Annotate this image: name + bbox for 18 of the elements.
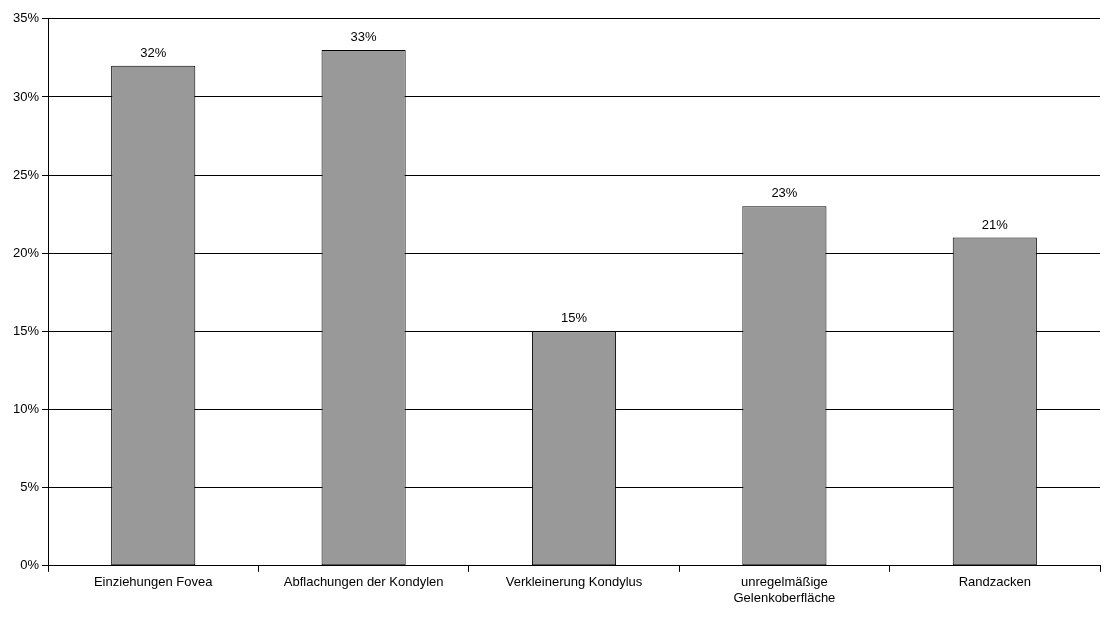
data-label: 21% <box>981 216 1009 232</box>
x-tick-label: Randzacken <box>958 574 1031 590</box>
data-label: 15% <box>560 310 588 326</box>
y-tick-label: 5% <box>20 479 40 495</box>
y-tick-label: 30% <box>12 88 40 104</box>
data-label: 33% <box>350 29 378 45</box>
data-label: 32% <box>140 44 167 60</box>
x-tick-label: Abflachungen der Kondylen <box>283 574 444 590</box>
data-label: 23% <box>771 185 798 201</box>
y-tick-label: 15% <box>12 322 40 338</box>
y-tick-label: 20% <box>12 244 40 260</box>
x-tick-label: Einziehungen Fovea <box>93 574 214 590</box>
y-tick-label: 10% <box>12 401 40 417</box>
x-tick-label: Verkleinerung Kondylus <box>505 574 643 590</box>
x-tick-label: unregelmäßige Gelenkoberfläche <box>733 574 836 605</box>
y-tick-label: 0% <box>20 557 40 573</box>
y-tick-label: 35% <box>12 10 40 26</box>
y-tick-label: 25% <box>12 166 40 182</box>
